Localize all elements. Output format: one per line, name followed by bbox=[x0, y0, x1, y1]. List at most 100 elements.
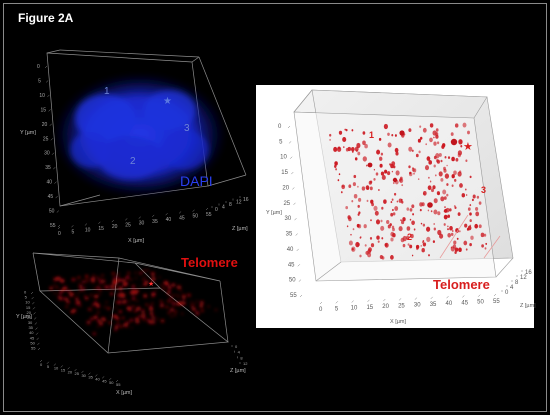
telomere-focus bbox=[462, 122, 467, 128]
telomere-focus bbox=[172, 302, 176, 306]
tlarge-y-tick-mark bbox=[299, 294, 303, 298]
telomere-focus bbox=[469, 219, 472, 223]
telomere-focus bbox=[469, 224, 472, 227]
tlarge-y-tick-mark bbox=[290, 156, 293, 159]
telomere-focus bbox=[384, 169, 388, 174]
telomere-focus bbox=[428, 160, 433, 165]
figure-frame bbox=[3, 3, 547, 412]
telomere-focus bbox=[474, 223, 479, 229]
telomere-focus bbox=[85, 296, 89, 300]
tsmall-x-tick-label: 50 bbox=[109, 380, 114, 385]
telomere-focus bbox=[415, 244, 420, 249]
telomere-focus bbox=[370, 199, 374, 204]
telomere-focus bbox=[177, 285, 181, 289]
telomere-focus bbox=[435, 132, 439, 136]
telomere-focus bbox=[171, 283, 175, 287]
tsmall-y-tick-mark bbox=[35, 332, 39, 335]
telomere-focus bbox=[417, 178, 420, 181]
telomere-focus bbox=[141, 309, 145, 313]
telomere-focus bbox=[329, 133, 332, 137]
tsmall-y-tick-mark bbox=[32, 307, 36, 310]
telomere-focus bbox=[421, 202, 425, 207]
telomere-focus bbox=[390, 201, 393, 204]
tlarge-x-tick-mark bbox=[493, 293, 497, 297]
telomere-focus bbox=[145, 303, 148, 306]
telomere-focus bbox=[356, 223, 360, 228]
telomere-focus bbox=[132, 289, 135, 292]
telomere-focus bbox=[453, 240, 457, 245]
telomere-focus bbox=[454, 251, 457, 254]
tlarge-x-tick-label: 20 bbox=[382, 304, 389, 310]
tsmall-x-tick-mark bbox=[95, 374, 98, 377]
telomere-focus bbox=[376, 149, 381, 155]
telomere-focus bbox=[373, 178, 376, 181]
telomere-focus bbox=[342, 185, 344, 188]
telomere-focus bbox=[402, 217, 406, 222]
telomere-focus bbox=[433, 198, 438, 204]
telomere-focus bbox=[161, 302, 164, 304]
telomere-focus bbox=[56, 276, 61, 281]
tsmall-z-tick-label: 4 bbox=[238, 350, 241, 355]
tlarge-x-tick-label: 45 bbox=[461, 300, 468, 306]
tlarge-x-tick-mark bbox=[383, 298, 386, 302]
telomere-focus bbox=[347, 146, 352, 152]
telomere-focus bbox=[351, 129, 354, 132]
telomere-focus bbox=[351, 246, 356, 252]
telomere-focus bbox=[60, 279, 62, 281]
tsmall-x-tick-mark bbox=[102, 376, 105, 379]
telomere-focus bbox=[456, 237, 459, 240]
telomere-focus bbox=[390, 255, 394, 260]
telomere-focus bbox=[116, 275, 119, 279]
tsmall-x-tick-mark bbox=[81, 370, 84, 374]
telomere-focus bbox=[391, 170, 394, 173]
telomere-focus bbox=[201, 309, 204, 312]
dapi-y-tick-mark bbox=[48, 109, 51, 112]
dapi-y-tick-mark bbox=[50, 138, 54, 141]
telomere-focus bbox=[350, 147, 355, 152]
dapi-y-tick-label: 20 bbox=[42, 122, 48, 128]
dapi-z-tick-label: 4 bbox=[222, 205, 225, 211]
telomere-focus bbox=[90, 278, 93, 280]
tlarge-y-tick-mark bbox=[294, 218, 297, 221]
telomere-focus bbox=[469, 175, 472, 179]
telomere-focus bbox=[464, 188, 467, 191]
tsmall-x-tick-mark bbox=[74, 368, 77, 372]
dapi-y-tick-label: 15 bbox=[41, 107, 47, 113]
dapi-y-tick-mark bbox=[51, 152, 55, 155]
tlarge-z-tick-label: 16 bbox=[525, 270, 532, 276]
telomere-focus bbox=[450, 132, 454, 136]
telomere-focus bbox=[66, 300, 70, 304]
tsmall-x-tick-label: 0 bbox=[40, 362, 43, 367]
telomere-focus bbox=[167, 300, 170, 303]
tlarge-y-tick-mark bbox=[297, 264, 300, 267]
telomere-focus bbox=[411, 149, 414, 152]
telomere-focus bbox=[410, 233, 414, 239]
tsmall-x-tick-label: 5 bbox=[47, 364, 50, 369]
telomere-focus bbox=[127, 271, 130, 275]
dapi-x-tick-label: 50 bbox=[193, 214, 199, 220]
telomere-focus bbox=[110, 292, 113, 296]
telomere-focus bbox=[160, 303, 164, 308]
telomere-focus bbox=[373, 168, 376, 171]
telomere-focus bbox=[172, 294, 175, 297]
telomere-focus bbox=[432, 185, 436, 190]
telomere-focus bbox=[97, 326, 99, 328]
telomere-focus bbox=[369, 237, 373, 240]
dapi-x-tick-mark bbox=[84, 223, 88, 226]
telomere-focus-large bbox=[450, 138, 458, 146]
telomere-focus bbox=[432, 240, 435, 243]
tsmall-y-tick-label: 20 bbox=[27, 310, 32, 315]
telomere-focus bbox=[343, 146, 345, 149]
telomere-focus bbox=[450, 232, 454, 236]
tlarge-z-tick-label: 12 bbox=[520, 275, 527, 281]
telomere-focus bbox=[374, 210, 379, 216]
telomere-focus bbox=[469, 212, 472, 216]
telomere-focus bbox=[128, 301, 130, 303]
dapi-x-tick-label: 10 bbox=[85, 228, 91, 234]
telomere-focus bbox=[460, 144, 463, 148]
telomere-focus bbox=[78, 276, 81, 279]
telomere-focus bbox=[411, 254, 414, 257]
tsmall-y-tick-label: 25 bbox=[27, 315, 32, 320]
